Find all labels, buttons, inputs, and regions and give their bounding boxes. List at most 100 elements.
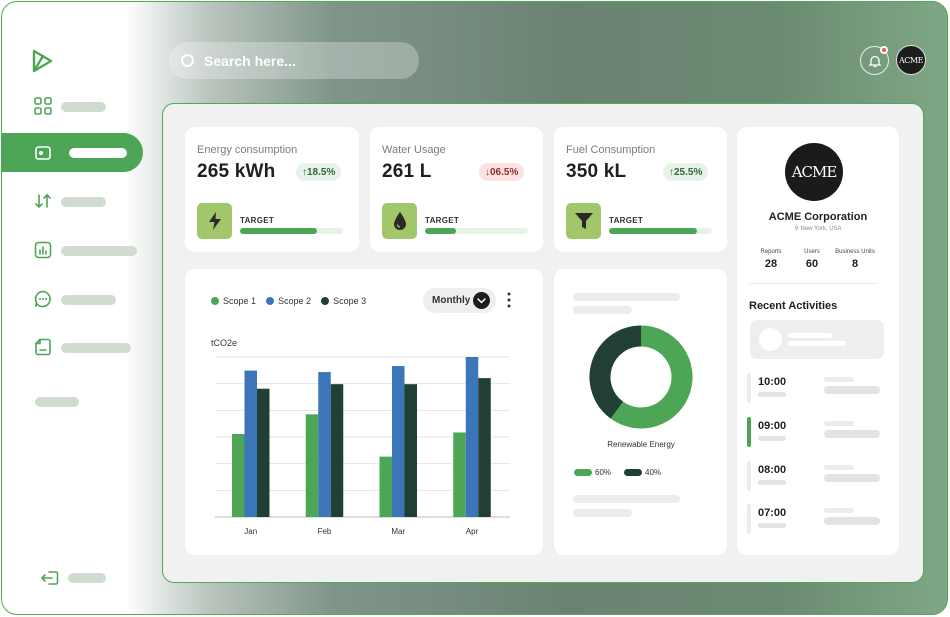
water-drop-icon [382, 203, 417, 239]
bar-scope-3-apr[interactable] [478, 378, 491, 517]
y-axis-label: tCO2e [211, 338, 238, 348]
emissions-bar-chart: Jan Feb Mar Apr [215, 356, 510, 536]
stat-reports: Reports 28 [760, 249, 782, 270]
kpi-card-water[interactable]: Water Usage 261 L ↓ 06.5% TARGET [370, 127, 543, 252]
sidebar-item-label-placeholder [61, 343, 131, 353]
bar-scope-2-feb[interactable] [318, 372, 331, 517]
kpi-change-badge: ↑ 18.5% [296, 163, 342, 181]
sidebar [2, 2, 152, 614]
skeleton-line [573, 495, 680, 503]
search-bar[interactable] [169, 42, 419, 79]
bar-scope-1-mar[interactable] [379, 456, 393, 517]
x-tick-label: Feb [318, 527, 332, 536]
kpi-change-badge: ↓ 06.5% [479, 163, 525, 181]
donut-legend-item: 60% [574, 468, 611, 477]
kpi-title: Fuel Consumption [566, 144, 656, 156]
chart-legend: Scope 1 Scope 2 Scope 3 [211, 296, 366, 306]
x-tick-label: Mar [391, 527, 405, 536]
bar-scope-3-mar[interactable] [404, 384, 418, 517]
kpi-card-fuel[interactable]: Fuel Consumption 350 kL ↑ 25.5% TARGET [554, 127, 727, 252]
chevron-down-icon [473, 292, 490, 309]
sidebar-item-placeholder[interactable] [35, 397, 79, 407]
activity-item[interactable]: 10:00 [747, 373, 887, 403]
sidebar-item-transfers[interactable] [2, 181, 152, 221]
renewable-donut-chart [589, 325, 693, 429]
more-options-icon[interactable] [506, 292, 512, 313]
donut-label: Renewable Energy [607, 440, 675, 449]
x-tick-label: Jan [244, 527, 257, 536]
stat-business-units: Business Units 8 [835, 249, 875, 270]
period-dropdown[interactable]: Monthly [423, 288, 496, 313]
skeleton-line [573, 293, 680, 301]
legend-swatch [624, 469, 642, 476]
sidebar-item-label-placeholder [61, 295, 116, 305]
sidebar-item-label-placeholder [61, 197, 106, 207]
transfer-icon [33, 191, 53, 211]
activity-item[interactable]: 09:00 [747, 417, 887, 447]
donut-legend-item: 40% [624, 468, 661, 477]
divider [749, 283, 877, 284]
activity-search-placeholder[interactable] [750, 320, 884, 359]
bar-scope-1-apr[interactable] [453, 432, 466, 517]
arrow-up-icon: ↑ [302, 166, 307, 178]
sidebar-item-documents[interactable] [2, 327, 152, 367]
logout-button[interactable] [40, 569, 106, 592]
bar-scope-2-jan[interactable] [244, 370, 258, 517]
company-location: ⚲ New York, USA [794, 226, 842, 232]
arrow-down-icon: ↓ [485, 166, 490, 178]
bar-scope-2-mar[interactable] [392, 366, 405, 517]
sidebar-item-label-placeholder [61, 246, 137, 256]
target-label: TARGET [425, 216, 460, 225]
target-progress [240, 228, 343, 234]
kpi-card-energy[interactable]: Energy consumption 265 kWh ↑ 18.5% TARGET [185, 127, 359, 252]
sidebar-item-label-placeholder [69, 148, 127, 158]
search-input[interactable] [204, 52, 404, 69]
kpi-title: Energy consumption [197, 144, 298, 156]
funnel-icon [566, 203, 601, 239]
sidebar-item-reports[interactable] [2, 230, 152, 270]
location-pin-icon: ⚲ [794, 226, 801, 232]
sidebar-item-label-placeholder [61, 102, 106, 112]
activity-indicator [747, 461, 751, 491]
arrow-up-icon: ↑ [669, 166, 674, 178]
target-label: TARGET [240, 216, 275, 225]
sidebar-item-messages[interactable] [2, 279, 152, 319]
activity-indicator [747, 373, 751, 403]
sidebar-item-dashboard[interactable] [2, 86, 152, 126]
legend-item-scope-1: Scope 1 [211, 296, 256, 306]
app-logo-icon[interactable] [30, 48, 56, 79]
lightning-icon [197, 203, 232, 239]
bar-scope-1-jan[interactable] [232, 433, 245, 517]
legend-swatch [574, 469, 592, 476]
donut-slice-40[interactable] [589, 325, 642, 419]
company-logo: ACME [785, 143, 843, 201]
search-icon [181, 53, 194, 67]
recent-activities-title: Recent Activities [749, 300, 838, 312]
wallet-icon [33, 143, 53, 163]
target-progress [425, 228, 528, 234]
kpi-value: 265 kWh [197, 161, 276, 182]
donut-slice-60[interactable] [610, 325, 693, 429]
notification-dot [880, 46, 888, 54]
bar-scope-3-feb[interactable] [330, 384, 344, 517]
bar-scope-1-feb[interactable] [305, 414, 319, 517]
activity-item[interactable]: 08:00 [747, 461, 887, 491]
bar-scope-3-jan[interactable] [257, 388, 270, 517]
avatar[interactable]: ACME [896, 45, 926, 75]
bar-scope-2-apr[interactable] [465, 357, 479, 517]
activity-item[interactable]: 07:00 [747, 504, 887, 534]
kpi-value: 261 L [382, 161, 432, 182]
chat-icon [33, 289, 53, 309]
notification-button[interactable] [860, 46, 889, 75]
activity-time: 10:00 [758, 376, 787, 388]
chart-icon [33, 240, 53, 260]
period-dropdown-label: Monthly [432, 295, 471, 306]
sidebar-item-wallet[interactable] [2, 133, 143, 172]
target-progress-fill [425, 228, 456, 234]
x-tick-label: Apr [466, 527, 479, 536]
logout-label-placeholder [68, 573, 106, 583]
skeleton-line [573, 306, 632, 314]
document-icon [33, 337, 53, 357]
company-name: ACME Corporation [768, 211, 868, 223]
